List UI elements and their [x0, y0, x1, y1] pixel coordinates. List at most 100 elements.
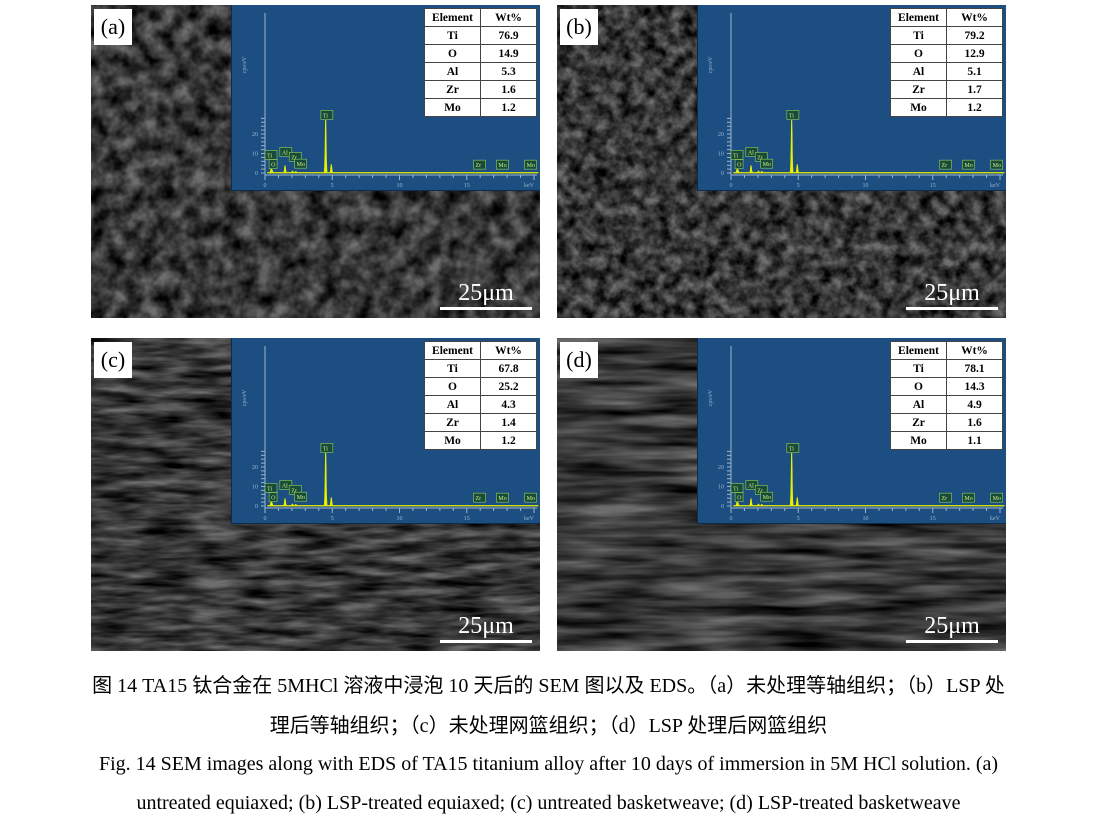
peak-label: Ti: [733, 153, 738, 159]
eds-row: Ti 67.8: [424, 359, 537, 378]
peak-label: Mo: [993, 163, 1001, 169]
peak-label-box: [268, 492, 278, 502]
eds-header-row: Element Wt%: [890, 341, 1003, 360]
wt-cell: 1.7: [946, 80, 1003, 99]
peak-label-box: [279, 480, 293, 490]
x-tick-label: 15: [930, 183, 936, 189]
element-cell: Al: [424, 62, 481, 81]
peak-label: Mo: [297, 162, 305, 168]
peak-label: O: [737, 496, 742, 502]
eds-table: Element Wt% Ti 79.2 O 12.9 Al 5.1 Zr 1.7 Mo 1.2: [890, 8, 1003, 117]
y-tick-label: 20: [252, 465, 258, 471]
peak-label-box: [990, 492, 1003, 503]
peak-label-box: [760, 491, 773, 502]
eds-row: O 25.2: [424, 377, 537, 396]
peak-label-box: [496, 492, 509, 503]
eds-spectrum-inset: 0 5 10 15 keV 0 10 20 cps/eV Ti O Al Zr Mo Ti Zr Mo Mo El…: [697, 338, 1006, 524]
eds-row: Zr 1.6: [890, 413, 1003, 432]
header-wt: Wt%: [946, 341, 1003, 360]
peak-label: Zr: [476, 496, 482, 502]
peak-label: Zr: [942, 496, 948, 502]
scale-bar: 25μm: [440, 613, 532, 643]
peak-label: Al: [282, 150, 288, 156]
wt-cell: 1.6: [946, 413, 1003, 432]
scale-line: [906, 307, 998, 310]
peak-label: Mo: [993, 496, 1001, 502]
eds-table: Element Wt% Ti 78.1 O 14.3 Al 4.9 Zr 1.6 Mo 1.1: [890, 341, 1003, 450]
eds-row: O 14.3: [890, 377, 1003, 396]
eds-row: Al 5.3: [424, 62, 537, 81]
peak-label: Mo: [964, 496, 972, 502]
peak-label-box: [745, 147, 759, 157]
peak-label: Ti: [323, 113, 328, 119]
scale-label: 25μm: [458, 613, 514, 639]
eds-spectrum-inset: 0 5 10 15 keV 0 10 20 cps/eV Ti O Al Zr Mo Ti Zr Mo Mo El…: [231, 338, 540, 524]
element-cell: Mo: [424, 98, 481, 117]
y-axis-label: cps/eV: [708, 389, 714, 406]
y-tick-label: 10: [718, 485, 724, 491]
peak-label-box: [990, 159, 1003, 170]
peak-label-box: [745, 480, 759, 490]
eds-row: Mo 1.2: [424, 98, 537, 117]
y-tick-label: 10: [718, 152, 724, 158]
peak-label: Zr: [291, 155, 297, 161]
wt-cell: 14.9: [480, 44, 537, 63]
x-tick-label: 10: [397, 516, 403, 522]
peak-label: Ti: [789, 113, 794, 119]
x-tick-label: 10: [863, 516, 869, 522]
peak-label-box: [939, 159, 952, 170]
element-cell: O: [424, 44, 481, 63]
peak-label: Zr: [291, 488, 297, 494]
x-tick-label: 5: [331, 183, 334, 189]
x-axis-label: keV: [990, 183, 1001, 189]
peak-label: Ti: [789, 446, 794, 452]
peak-label: Mo: [527, 163, 535, 169]
wt-cell: 1.1: [946, 431, 1003, 450]
eds-spectrum-inset: 0 5 10 15 keV 0 10 20 cps/eV Ti O Al Zr Mo Ti Zr Mo Mo El…: [231, 5, 540, 191]
wt-cell: 5.1: [946, 62, 1003, 81]
peak-label: Mo: [763, 162, 771, 168]
peak-label-box: [294, 491, 307, 502]
peak-label: Al: [282, 483, 288, 489]
wt-cell: 79.2: [946, 26, 1003, 45]
x-tick-label: 0: [730, 516, 733, 522]
scale-bar: 25μm: [906, 613, 998, 643]
y-tick-label: 0: [255, 504, 258, 510]
element-cell: Ti: [424, 359, 481, 378]
eds-row: Al 4.3: [424, 395, 537, 414]
sem-panel-d: (d) 25μm 0 5 10 15 keV 0 10 20 cps/eV Ti O Al Zr Mo Ti…: [557, 338, 1006, 651]
peak-label-box: [496, 159, 509, 170]
peak-label: Zr: [476, 163, 482, 169]
peak-label: Mo: [964, 163, 972, 169]
peak-label: Al: [748, 483, 754, 489]
eds-row: Zr 1.6: [424, 80, 537, 99]
peak-label-box: [320, 443, 334, 453]
x-tick-label: 0: [730, 183, 733, 189]
eds-row: Ti 76.9: [424, 26, 537, 45]
caption-cn-line1: 图 14 TA15 钛合金在 5MHCl 溶液中浸泡 10 天后的 SEM 图以…: [92, 675, 1005, 697]
peak-label-box: [473, 492, 486, 503]
eds-row: Ti 79.2: [890, 26, 1003, 45]
peak-label: O: [737, 163, 742, 169]
y-tick-label: 0: [721, 504, 724, 510]
x-axis-label: keV: [524, 183, 535, 189]
element-cell: O: [890, 377, 947, 396]
eds-table: Element Wt% Ti 67.8 O 25.2 Al 4.3 Zr 1.4 Mo 1.2: [424, 341, 537, 450]
x-tick-label: 0: [264, 516, 267, 522]
peak-label: Ti: [267, 486, 272, 492]
peak-label: Mo: [297, 495, 305, 501]
wt-cell: 1.2: [946, 98, 1003, 117]
y-tick-label: 10: [252, 485, 258, 491]
caption-cn-line2: 理后等轴组织；（c）未处理网篮组织；（d）LSP 处理后网篮组织: [269, 715, 828, 737]
eds-row: Mo 1.2: [890, 98, 1003, 117]
wt-cell: 1.6: [480, 80, 537, 99]
scale-label: 25μm: [458, 280, 514, 306]
y-axis-label: cps/eV: [242, 389, 248, 406]
sem-panel-c: (c) 25μm 0 5 10 15 keV 0 10 20 cps/eV Ti O Al Zr Mo Ti…: [91, 338, 540, 651]
header-element: Element: [424, 8, 481, 27]
header-wt: Wt%: [946, 8, 1003, 27]
element-cell: O: [424, 377, 481, 396]
peak-label-box: [760, 158, 773, 169]
element-cell: Zr: [890, 80, 947, 99]
panel-label: (b): [560, 9, 598, 45]
